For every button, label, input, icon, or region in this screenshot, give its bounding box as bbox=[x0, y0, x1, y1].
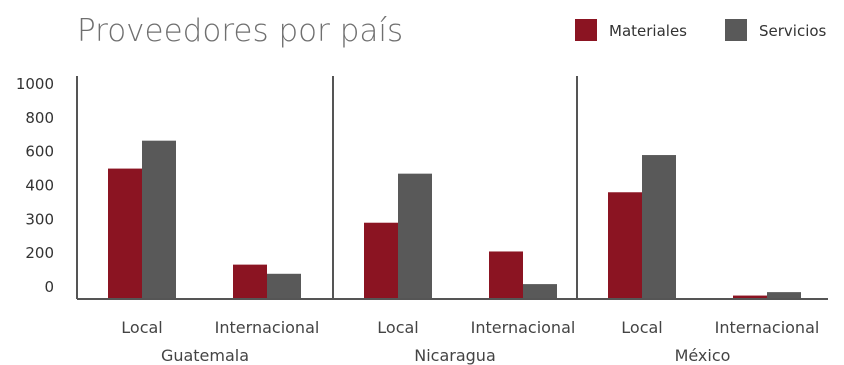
legend-label-servicios: Servicios bbox=[759, 22, 827, 40]
category-label: Internacional bbox=[215, 318, 320, 337]
bar-materiales bbox=[489, 251, 523, 299]
group-label: Nicaragua bbox=[414, 346, 496, 365]
chart-title: Proveedores por país bbox=[77, 13, 403, 49]
bar-materiales bbox=[233, 264, 267, 299]
y-tick-label: 600 bbox=[25, 143, 54, 161]
y-tick-label: 300 bbox=[25, 210, 54, 228]
bar-servicios bbox=[767, 292, 801, 299]
group-label: Guatemala bbox=[161, 346, 249, 365]
y-axis: 0 200 300 400 600 800 1000 bbox=[16, 75, 54, 296]
y-tick-label: 400 bbox=[25, 177, 54, 195]
bar-servicios bbox=[142, 140, 176, 299]
bar-servicios bbox=[523, 284, 557, 299]
category-label: Internacional bbox=[471, 318, 576, 337]
legend-label-materiales: Materiales bbox=[609, 22, 687, 40]
category-label: Internacional bbox=[715, 318, 820, 337]
bar-materiales bbox=[108, 168, 142, 299]
legend: Materiales Servicios bbox=[575, 19, 827, 41]
y-tick-label: 200 bbox=[25, 244, 54, 262]
bar-servicios bbox=[267, 273, 301, 299]
category-label: Local bbox=[621, 318, 662, 337]
x-axis-labels: Local Internacional Local Internacional Loca… bbox=[121, 318, 819, 365]
category-label: Local bbox=[121, 318, 162, 337]
legend-swatch-servicios bbox=[725, 19, 747, 41]
bar-materiales bbox=[733, 295, 767, 299]
bar-servicios bbox=[642, 155, 676, 299]
bar-materiales bbox=[608, 192, 642, 299]
group-label: México bbox=[675, 346, 731, 365]
y-tick-label: 1000 bbox=[16, 75, 54, 93]
category-label: Local bbox=[377, 318, 418, 337]
legend-swatch-materiales bbox=[575, 19, 597, 41]
bars bbox=[108, 140, 801, 299]
y-tick-label: 0 bbox=[44, 278, 54, 296]
bar-servicios bbox=[398, 173, 432, 299]
y-tick-label: 800 bbox=[25, 109, 54, 127]
bar-materiales bbox=[364, 222, 398, 299]
axes bbox=[76, 76, 828, 300]
